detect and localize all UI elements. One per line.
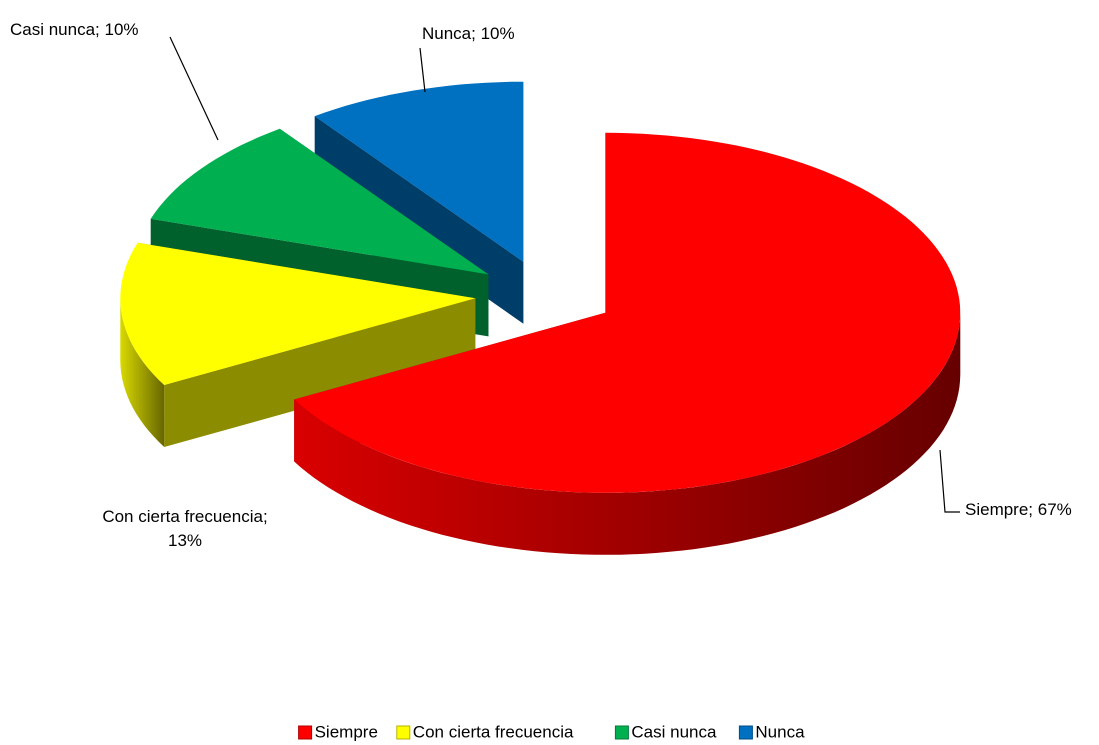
slice-top (314, 81, 524, 262)
slice-top (294, 132, 961, 493)
leader-line (419, 47, 426, 93)
legend-swatch (614, 725, 629, 740)
legend-swatch (298, 725, 313, 740)
data-label: Nunca; 10% (422, 24, 515, 43)
slice-side (120, 298, 165, 447)
data-label: Casi nunca; 10% (10, 20, 139, 39)
data-label: Con cierta frecuencia; 13% (102, 507, 268, 550)
legend-label: Nunca (755, 722, 805, 741)
data-label: Siempre; 67% (965, 500, 1072, 519)
slice-top (120, 242, 476, 385)
slice (294, 132, 961, 555)
leader-line (939, 449, 960, 513)
slice (120, 242, 476, 447)
legend-label: Siempre (315, 722, 378, 741)
legend-label: Con cierta frecuencia (413, 722, 574, 741)
legend-swatch (396, 725, 411, 740)
leader-line (169, 36, 219, 141)
legend-label: Casi nunca (631, 722, 717, 741)
slice-top (150, 128, 489, 275)
slice-side (294, 312, 961, 555)
legend: Siempre Con cierta frecuencia Casi nunca Nu… (298, 722, 805, 741)
legend-swatch (738, 725, 753, 740)
